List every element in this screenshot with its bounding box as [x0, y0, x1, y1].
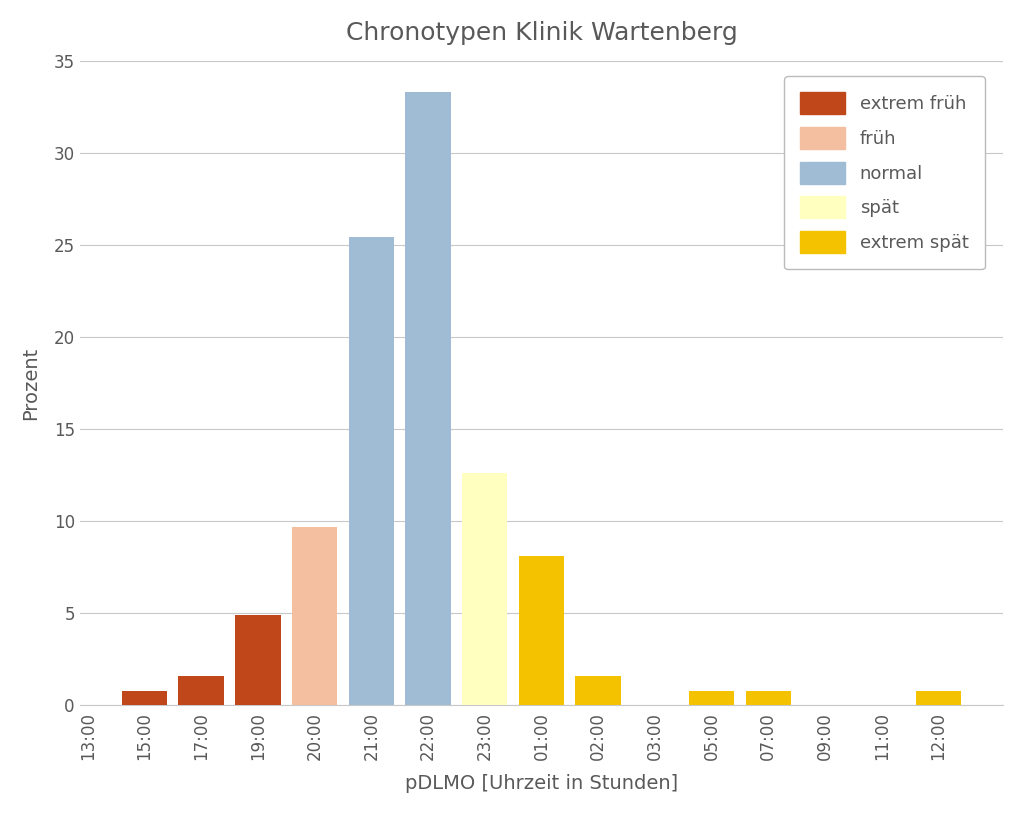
Bar [915, 690, 962, 706]
Bar [348, 238, 394, 706]
Bar [178, 676, 224, 706]
X-axis label: pDLMO [Uhrzeit in Stunden]: pDLMO [Uhrzeit in Stunden] [404, 774, 678, 793]
Title: Chronotypen Klinik Wartenberg: Chronotypen Klinik Wartenberg [345, 21, 737, 45]
Bar [745, 690, 791, 706]
Bar [406, 92, 451, 706]
Y-axis label: Prozent: Prozent [20, 347, 40, 420]
Bar [462, 473, 508, 706]
Bar [519, 556, 564, 706]
Bar [122, 690, 167, 706]
Bar [292, 527, 337, 706]
Bar [689, 690, 734, 706]
Bar [236, 615, 281, 706]
Legend: extrem früh, früh, normal, spät, extrem spät: extrem früh, früh, normal, spät, extrem … [784, 77, 985, 269]
Bar [575, 676, 621, 706]
